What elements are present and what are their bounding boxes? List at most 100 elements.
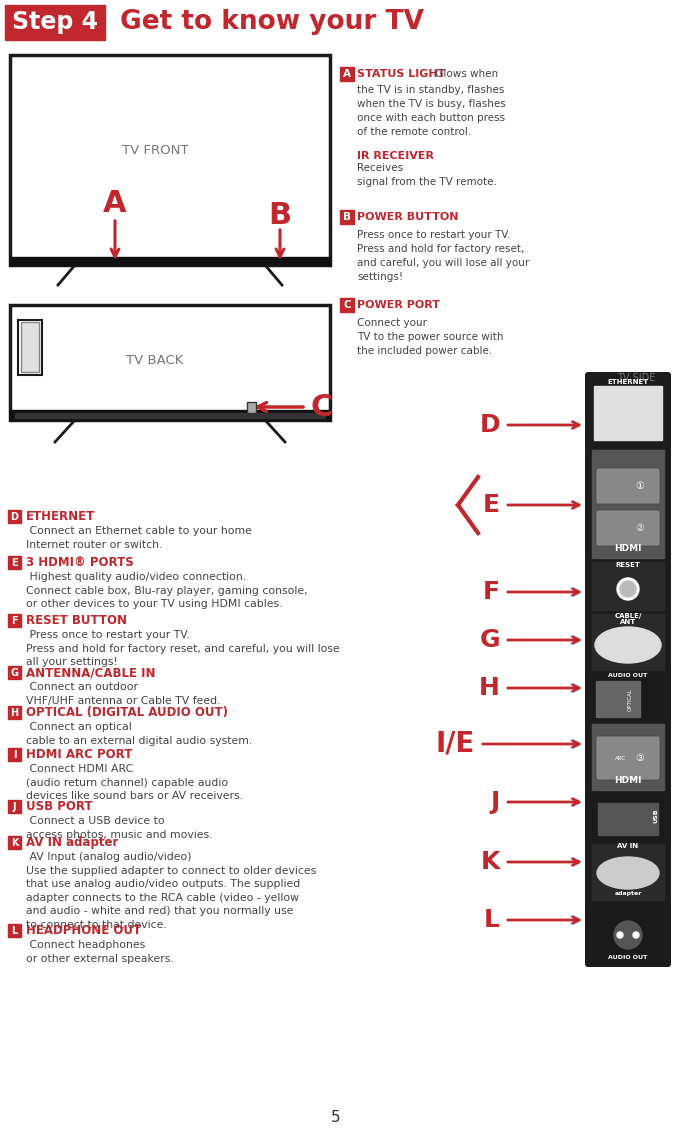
Bar: [592, 562, 664, 610]
Text: ARC: ARC: [614, 756, 625, 760]
Text: ③: ③: [635, 753, 644, 763]
Text: Press once to restart your TV.
Press and hold for factory reset,
and careful, yo: Press once to restart your TV. Press and…: [357, 230, 529, 282]
Text: TV FRONT: TV FRONT: [122, 144, 188, 156]
Text: Get to know your TV: Get to know your TV: [120, 9, 424, 35]
Text: ①: ①: [635, 482, 644, 491]
Ellipse shape: [595, 627, 661, 663]
Text: AV IN: AV IN: [617, 843, 639, 849]
Text: F: F: [11, 615, 17, 625]
Text: I/E: I/E: [435, 730, 475, 758]
Text: ETHERNET: ETHERNET: [607, 380, 649, 385]
Bar: [592, 844, 664, 900]
Text: ETHERNET: ETHERNET: [26, 510, 96, 523]
Text: Connect your
TV to the power source with
the included power cable.: Connect your TV to the power source with…: [357, 318, 503, 356]
Text: OPTICAL (DIGITAL AUDIO OUT): OPTICAL (DIGITAL AUDIO OUT): [26, 706, 228, 719]
Text: C: C: [343, 300, 351, 310]
Text: Connect an Ethernet cable to your home
Internet router or switch.: Connect an Ethernet cable to your home I…: [26, 526, 252, 550]
Text: STATUS LIGHT: STATUS LIGHT: [357, 69, 446, 79]
Text: A: A: [343, 69, 351, 79]
Text: CABLE/: CABLE/: [614, 613, 641, 619]
Text: Connect headphones
or other external speakers.: Connect headphones or other external spe…: [26, 940, 174, 963]
Circle shape: [620, 581, 636, 597]
Text: HDMI: HDMI: [614, 776, 642, 785]
Text: I: I: [13, 750, 16, 759]
Text: Receives
signal from the TV remote.: Receives signal from the TV remote.: [357, 163, 497, 187]
Text: Highest quality audio/video connection.
Connect cable box, Blu-ray player, gamin: Highest quality audio/video connection. …: [26, 572, 308, 610]
Text: Connect a USB device to
access photos, music and movies.: Connect a USB device to access photos, m…: [26, 816, 213, 840]
Text: 5: 5: [331, 1110, 341, 1125]
Text: B: B: [269, 201, 291, 230]
Text: OPTICAL: OPTICAL: [627, 689, 633, 712]
Ellipse shape: [597, 857, 659, 889]
Bar: [10, 305, 330, 420]
Text: H: H: [479, 676, 500, 700]
Text: RESET: RESET: [616, 562, 641, 568]
Text: Connect an outdoor
VHF/UHF antenna or Cable TV feed.: Connect an outdoor VHF/UHF antenna or Ca…: [26, 682, 221, 706]
Text: J: J: [491, 790, 500, 813]
Text: adapter: adapter: [614, 891, 641, 896]
Bar: [592, 614, 664, 670]
Bar: [10, 410, 330, 420]
Text: AUDIO OUT: AUDIO OUT: [608, 673, 647, 678]
Circle shape: [614, 921, 642, 949]
Text: HDMI: HDMI: [614, 544, 642, 553]
Bar: [8, 666, 21, 679]
Circle shape: [633, 932, 639, 938]
Text: ②: ②: [635, 523, 644, 533]
Text: HDMI ARC PORT: HDMI ARC PORT: [26, 748, 133, 761]
Bar: [8, 556, 21, 569]
Text: USB: USB: [653, 809, 658, 824]
Text: HEADPHONE OUT: HEADPHONE OUT: [26, 925, 141, 937]
Text: E: E: [483, 493, 500, 517]
Text: F: F: [483, 580, 500, 604]
Bar: [8, 706, 21, 719]
Text: IR RECEIVER: IR RECEIVER: [357, 151, 434, 161]
Text: Connect HDMI ARC
(audio return channel) capable audio
devices like sound bars or: Connect HDMI ARC (audio return channel) …: [26, 764, 243, 801]
Text: USB PORT: USB PORT: [26, 800, 93, 813]
Bar: [18, 320, 42, 375]
Text: E: E: [11, 557, 17, 568]
Text: B: B: [343, 212, 351, 222]
Bar: [8, 836, 21, 849]
FancyBboxPatch shape: [596, 510, 660, 546]
Bar: [598, 803, 658, 835]
Text: L: L: [484, 908, 500, 932]
Text: C: C: [311, 392, 333, 421]
Bar: [5, 5, 105, 40]
Bar: [592, 450, 664, 557]
Text: H: H: [11, 707, 19, 717]
Text: AUDIO OUT: AUDIO OUT: [608, 955, 647, 960]
Bar: [247, 402, 256, 414]
Circle shape: [617, 932, 623, 938]
Text: Press once to restart your TV.
Press and hold for factory reset, and careful, yo: Press once to restart your TV. Press and…: [26, 630, 340, 667]
Text: AV IN adapter: AV IN adapter: [26, 836, 118, 849]
Bar: [8, 925, 21, 937]
Text: RESET BUTTON: RESET BUTTON: [26, 614, 127, 627]
Text: K: K: [481, 850, 500, 874]
Text: D: D: [11, 511, 18, 521]
Bar: [592, 794, 664, 840]
Bar: [340, 210, 354, 224]
FancyBboxPatch shape: [585, 372, 671, 966]
Bar: [8, 800, 21, 813]
Text: TV SIDE: TV SIDE: [616, 373, 655, 383]
Text: TV BACK: TV BACK: [127, 353, 184, 366]
Text: AV Input (analog audio/video)
Use the supplied adapter to connect to older devic: AV Input (analog audio/video) Use the su…: [26, 852, 316, 930]
Text: 3 HDMI® PORTS: 3 HDMI® PORTS: [26, 556, 134, 569]
FancyBboxPatch shape: [596, 468, 660, 504]
Text: ANT: ANT: [620, 619, 636, 625]
Bar: [8, 748, 21, 761]
FancyBboxPatch shape: [596, 736, 660, 780]
Bar: [8, 614, 21, 627]
Text: G: G: [479, 628, 500, 651]
Bar: [592, 674, 664, 719]
Text: J: J: [13, 801, 16, 811]
Bar: [15, 414, 325, 418]
Text: L: L: [11, 926, 17, 936]
Bar: [594, 386, 662, 440]
Text: Glows when: Glows when: [432, 69, 498, 79]
Text: K: K: [11, 837, 18, 847]
Bar: [340, 298, 354, 312]
Text: Step 4: Step 4: [12, 10, 98, 34]
Text: the TV is in standby, flashes
when the TV is busy, flashes
once with each button: the TV is in standby, flashes when the T…: [357, 85, 505, 137]
